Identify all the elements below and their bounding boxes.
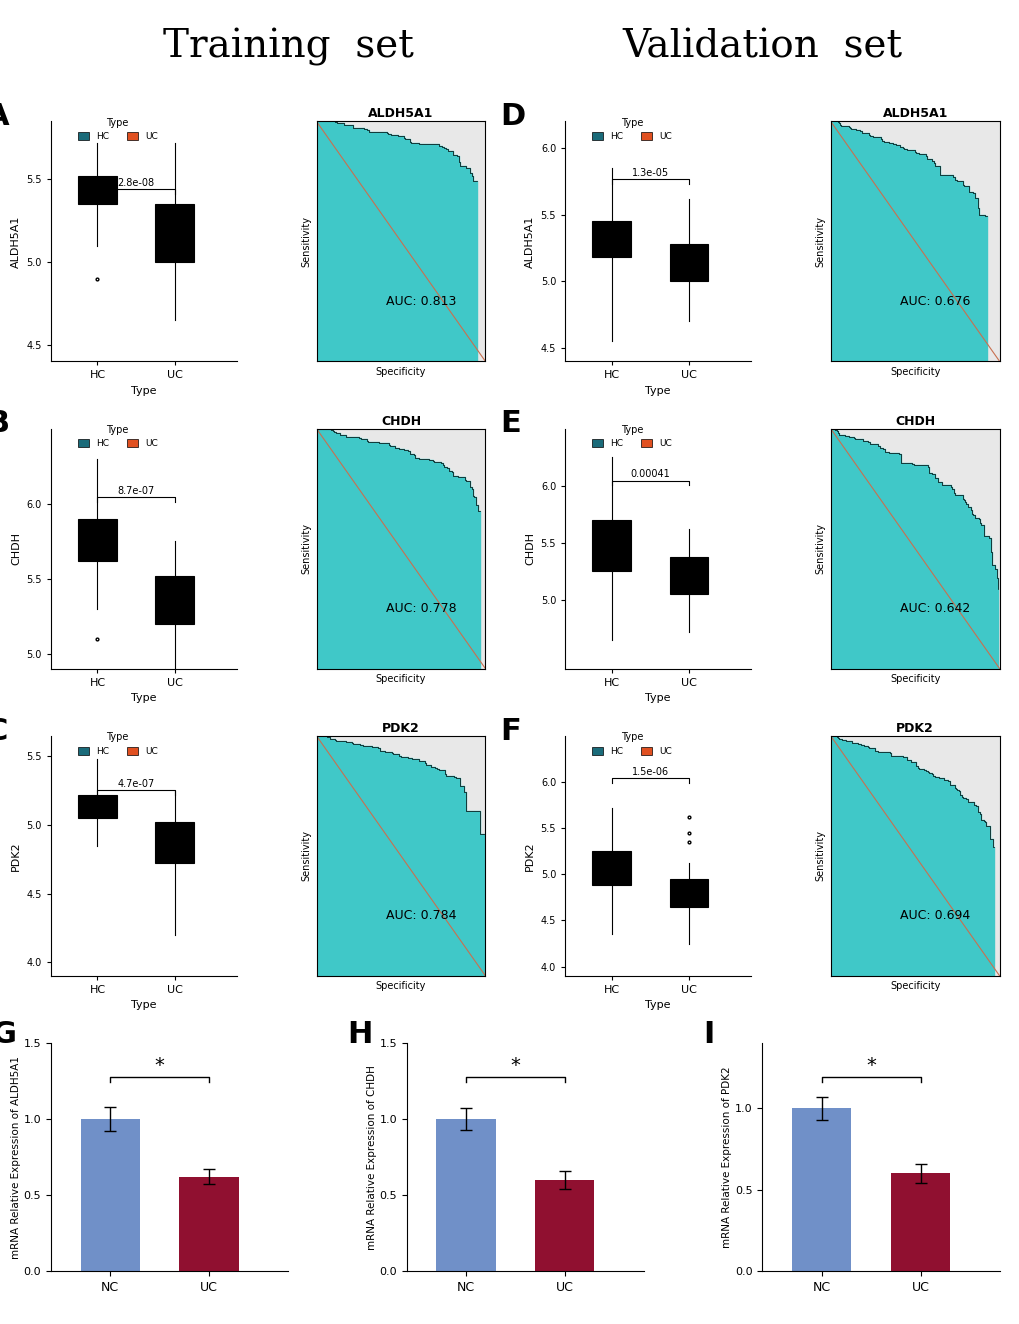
Title: CHDH: CHDH — [895, 414, 934, 428]
Y-axis label: mRNA Relative Expression of CHDH: mRNA Relative Expression of CHDH — [366, 1064, 376, 1250]
Text: C: C — [0, 716, 8, 745]
X-axis label: Specificity: Specificity — [375, 367, 426, 377]
Legend: HC, UC: HC, UC — [74, 114, 161, 144]
Text: 2.8e-08: 2.8e-08 — [117, 177, 155, 188]
Title: ALDH5A1: ALDH5A1 — [881, 107, 947, 120]
Title: PDK2: PDK2 — [896, 722, 933, 735]
Title: ALDH5A1: ALDH5A1 — [368, 107, 433, 120]
PathPatch shape — [669, 556, 707, 594]
Y-axis label: ALDH5A1: ALDH5A1 — [525, 216, 535, 267]
PathPatch shape — [669, 879, 707, 907]
Text: AUC: 0.813: AUC: 0.813 — [385, 295, 455, 308]
X-axis label: Specificity: Specificity — [890, 674, 940, 685]
X-axis label: Specificity: Specificity — [375, 674, 426, 685]
Text: Training  set: Training set — [163, 28, 413, 66]
PathPatch shape — [155, 576, 194, 624]
Text: 4.7e-07: 4.7e-07 — [117, 779, 155, 789]
Bar — [535, 1180, 594, 1271]
Bar — [81, 1119, 140, 1271]
X-axis label: Type: Type — [131, 1001, 157, 1010]
X-axis label: Type: Type — [131, 694, 157, 703]
Y-axis label: Sensitivity: Sensitivity — [301, 830, 311, 882]
Bar — [436, 1119, 495, 1271]
PathPatch shape — [592, 520, 631, 572]
Legend: HC, UC: HC, UC — [588, 728, 675, 759]
Text: 8.7e-07: 8.7e-07 — [117, 486, 155, 495]
PathPatch shape — [78, 794, 116, 818]
Bar — [792, 1108, 851, 1271]
PathPatch shape — [592, 851, 631, 886]
Title: PDK2: PDK2 — [382, 722, 420, 735]
Bar — [890, 1173, 950, 1271]
Text: 0.00041: 0.00041 — [630, 470, 669, 479]
Text: I: I — [702, 1021, 714, 1050]
Text: Validation  set: Validation set — [622, 28, 902, 65]
Text: F: F — [499, 716, 521, 745]
Text: AUC: 0.642: AUC: 0.642 — [900, 602, 970, 616]
PathPatch shape — [78, 519, 116, 560]
Text: B: B — [0, 409, 9, 438]
X-axis label: Type: Type — [131, 385, 157, 396]
Legend: HC, UC: HC, UC — [588, 421, 675, 451]
Text: G: G — [0, 1021, 16, 1050]
PathPatch shape — [592, 221, 631, 257]
Text: AUC: 0.694: AUC: 0.694 — [900, 910, 970, 923]
Y-axis label: mRNA Relative Expression of ALDH5A1: mRNA Relative Expression of ALDH5A1 — [11, 1055, 20, 1259]
PathPatch shape — [155, 822, 194, 863]
Y-axis label: Sensitivity: Sensitivity — [814, 830, 824, 882]
Y-axis label: Sensitivity: Sensitivity — [301, 216, 311, 267]
X-axis label: Type: Type — [645, 694, 671, 703]
X-axis label: Specificity: Specificity — [375, 981, 426, 992]
X-axis label: Type: Type — [645, 1001, 671, 1010]
PathPatch shape — [78, 176, 116, 204]
Y-axis label: mRNA Relative Expression of PDK2: mRNA Relative Expression of PDK2 — [721, 1066, 732, 1249]
Y-axis label: Sensitivity: Sensitivity — [814, 523, 824, 575]
Legend: HC, UC: HC, UC — [74, 421, 161, 451]
Legend: HC, UC: HC, UC — [588, 114, 675, 144]
Bar — [179, 1177, 238, 1271]
X-axis label: Type: Type — [645, 385, 671, 396]
Text: *: * — [155, 1057, 164, 1075]
Y-axis label: PDK2: PDK2 — [525, 841, 535, 871]
Text: AUC: 0.778: AUC: 0.778 — [385, 602, 457, 616]
Text: A: A — [0, 102, 9, 131]
Y-axis label: CHDH: CHDH — [11, 532, 21, 565]
Text: D: D — [499, 102, 525, 131]
Text: H: H — [347, 1021, 373, 1050]
PathPatch shape — [669, 244, 707, 282]
Text: AUC: 0.784: AUC: 0.784 — [385, 910, 457, 923]
Y-axis label: CHDH: CHDH — [525, 532, 535, 565]
Legend: HC, UC: HC, UC — [74, 728, 161, 759]
Y-axis label: Sensitivity: Sensitivity — [814, 216, 824, 267]
Text: *: * — [865, 1057, 875, 1075]
Y-axis label: ALDH5A1: ALDH5A1 — [11, 216, 21, 267]
Text: 1.3e-05: 1.3e-05 — [631, 168, 668, 179]
Text: *: * — [510, 1057, 520, 1075]
PathPatch shape — [155, 204, 194, 262]
Text: AUC: 0.676: AUC: 0.676 — [900, 295, 970, 308]
Title: CHDH: CHDH — [380, 414, 421, 428]
Y-axis label: PDK2: PDK2 — [11, 841, 21, 871]
X-axis label: Specificity: Specificity — [890, 981, 940, 992]
Y-axis label: Sensitivity: Sensitivity — [301, 523, 311, 575]
Text: 1.5e-06: 1.5e-06 — [631, 767, 668, 777]
X-axis label: Specificity: Specificity — [890, 367, 940, 377]
Text: E: E — [499, 409, 521, 438]
